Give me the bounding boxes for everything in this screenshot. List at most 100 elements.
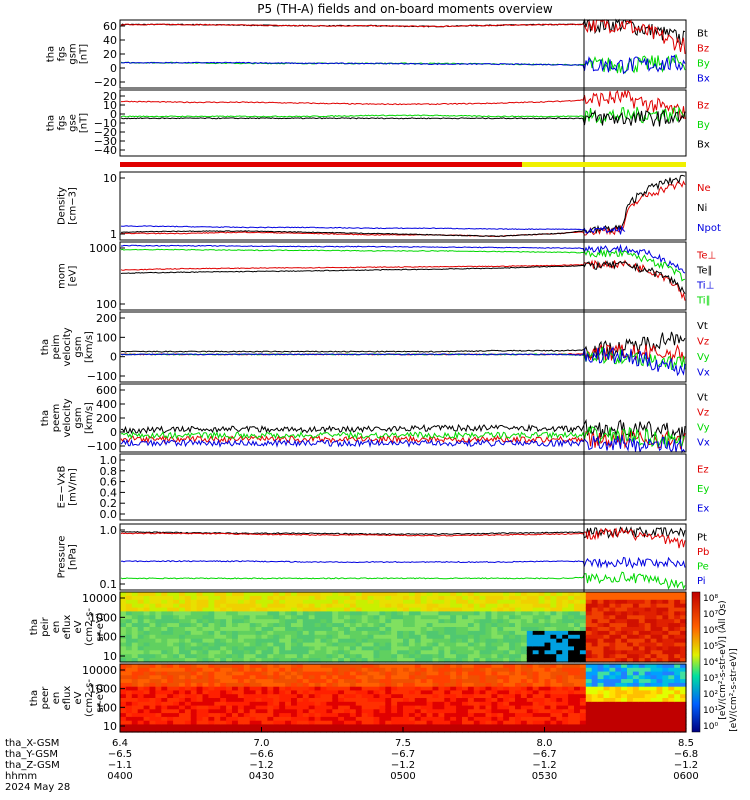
spectrogram-cell — [408, 679, 416, 684]
spectrogram-cell — [344, 634, 351, 640]
spectrogram-cell — [361, 634, 369, 640]
spectrogram-cell — [450, 679, 457, 684]
spectrogram-cell — [155, 724, 162, 729]
spectrogram-cell — [320, 592, 327, 597]
spectrogram-cell — [131, 615, 139, 620]
x-row-value: −6.6 — [249, 749, 273, 760]
spectrogram-cell — [355, 642, 363, 648]
spectrogram-cell — [444, 694, 451, 699]
spectrogram-cell — [332, 667, 339, 673]
spectrogram-cell — [167, 701, 174, 707]
spectrogram-cell — [314, 682, 322, 688]
spectrogram-cell — [609, 634, 616, 640]
spectrogram-cell — [456, 623, 463, 628]
series-line-Pt — [120, 526, 686, 539]
spectrogram-cell — [190, 607, 198, 613]
spectrogram-cell — [597, 627, 605, 632]
spectrogram-cell — [438, 720, 445, 726]
y-tick-label: 0.6 — [100, 476, 118, 489]
spectrogram-cell — [308, 627, 316, 632]
spectrogram-cell — [302, 642, 310, 648]
spectrogram-cell — [349, 650, 357, 655]
spectrogram-cell — [568, 627, 575, 632]
spectrogram-cell — [621, 603, 628, 609]
spectrogram-cell — [450, 642, 457, 648]
spectrogram-cell — [308, 713, 316, 718]
spectrogram-cell — [302, 638, 310, 644]
spectrogram-cell — [491, 724, 498, 729]
spectrogram-cell — [214, 709, 221, 714]
spectrogram-cell — [296, 607, 304, 613]
spectrogram-cell — [232, 698, 239, 703]
spectrogram-cell — [585, 682, 593, 688]
spectrogram-cell — [367, 646, 375, 651]
spectrogram-cell — [538, 701, 546, 707]
spectrogram-cell — [137, 720, 145, 726]
spectrogram-cell — [467, 630, 475, 636]
spectrogram-cell — [391, 646, 398, 651]
spectrogram-cell — [485, 664, 492, 669]
colorbar-tick: 10⁶ — [703, 626, 718, 636]
spectrogram-cell — [261, 603, 268, 609]
spectrogram-cell — [220, 671, 227, 676]
spectrogram-cell — [662, 603, 669, 609]
spectrogram-cell — [591, 694, 599, 699]
spectrogram-cell — [196, 595, 204, 601]
spectrogram-cell — [621, 650, 628, 655]
spectrogram-cell — [320, 642, 327, 648]
spectrogram-cell — [397, 716, 404, 722]
spectrogram-cell — [161, 671, 168, 676]
spectrogram-cell — [338, 595, 345, 601]
spectrogram-cell — [267, 611, 274, 616]
spectrogram-cell — [261, 698, 268, 703]
spectrogram-cell — [515, 724, 522, 729]
spectrogram-cell — [344, 611, 351, 616]
spectrogram-cell — [167, 667, 174, 673]
spectrogram-cell — [367, 705, 375, 710]
spectrogram-cell — [556, 592, 563, 597]
y-tick-label: −30 — [94, 135, 117, 148]
spectrogram-cell — [308, 686, 316, 692]
spectrogram-cell — [503, 619, 510, 624]
spectrogram-cell — [344, 638, 351, 644]
spectrogram-cell — [579, 654, 587, 659]
spectrogram-cell — [656, 650, 663, 655]
spectrogram-cell — [479, 642, 487, 648]
spectrogram-cell — [414, 603, 422, 609]
x-date: 2024 May 28 — [5, 782, 70, 793]
spectrogram-cell — [644, 595, 652, 601]
spectrogram-cell — [208, 646, 215, 651]
spectrogram-cell — [597, 630, 605, 636]
spectrogram-cell — [656, 724, 663, 729]
spectrogram-cell — [556, 664, 563, 669]
spectrogram-cell — [503, 705, 510, 710]
spectrogram-cell — [408, 728, 416, 733]
spectrogram-cell — [125, 638, 133, 644]
spectrogram-cell — [650, 592, 658, 597]
spectrogram-cell — [515, 642, 522, 648]
spectrogram-cell — [314, 690, 322, 695]
spectrogram-cell — [615, 675, 622, 680]
spectrogram-cell — [349, 694, 357, 699]
spectrogram-cell — [261, 679, 268, 684]
spectrogram-cell — [237, 664, 245, 669]
spectrogram-cell — [668, 701, 675, 707]
spectrogram-cell — [279, 664, 286, 669]
spectrogram-cell — [261, 682, 268, 688]
spectrogram-cell — [450, 690, 457, 695]
spectrogram-cell — [680, 698, 687, 703]
spectrogram-cell — [656, 682, 663, 688]
spectrogram-cell — [320, 603, 327, 609]
spectrogram-cell — [597, 713, 605, 718]
spectrogram-cell — [261, 611, 268, 616]
spectrogram-cell — [308, 716, 316, 722]
spectrogram-cell — [526, 603, 534, 609]
spectrogram-cell — [591, 654, 599, 659]
spectrogram-cell — [497, 599, 504, 605]
spectrogram-cell — [473, 671, 481, 676]
y-tick-label: 10 — [103, 172, 117, 185]
spectrogram-cell — [680, 646, 687, 651]
spectrogram-cell — [562, 627, 569, 632]
spectrogram-cell — [397, 724, 404, 729]
spectrogram-cell — [255, 603, 263, 609]
